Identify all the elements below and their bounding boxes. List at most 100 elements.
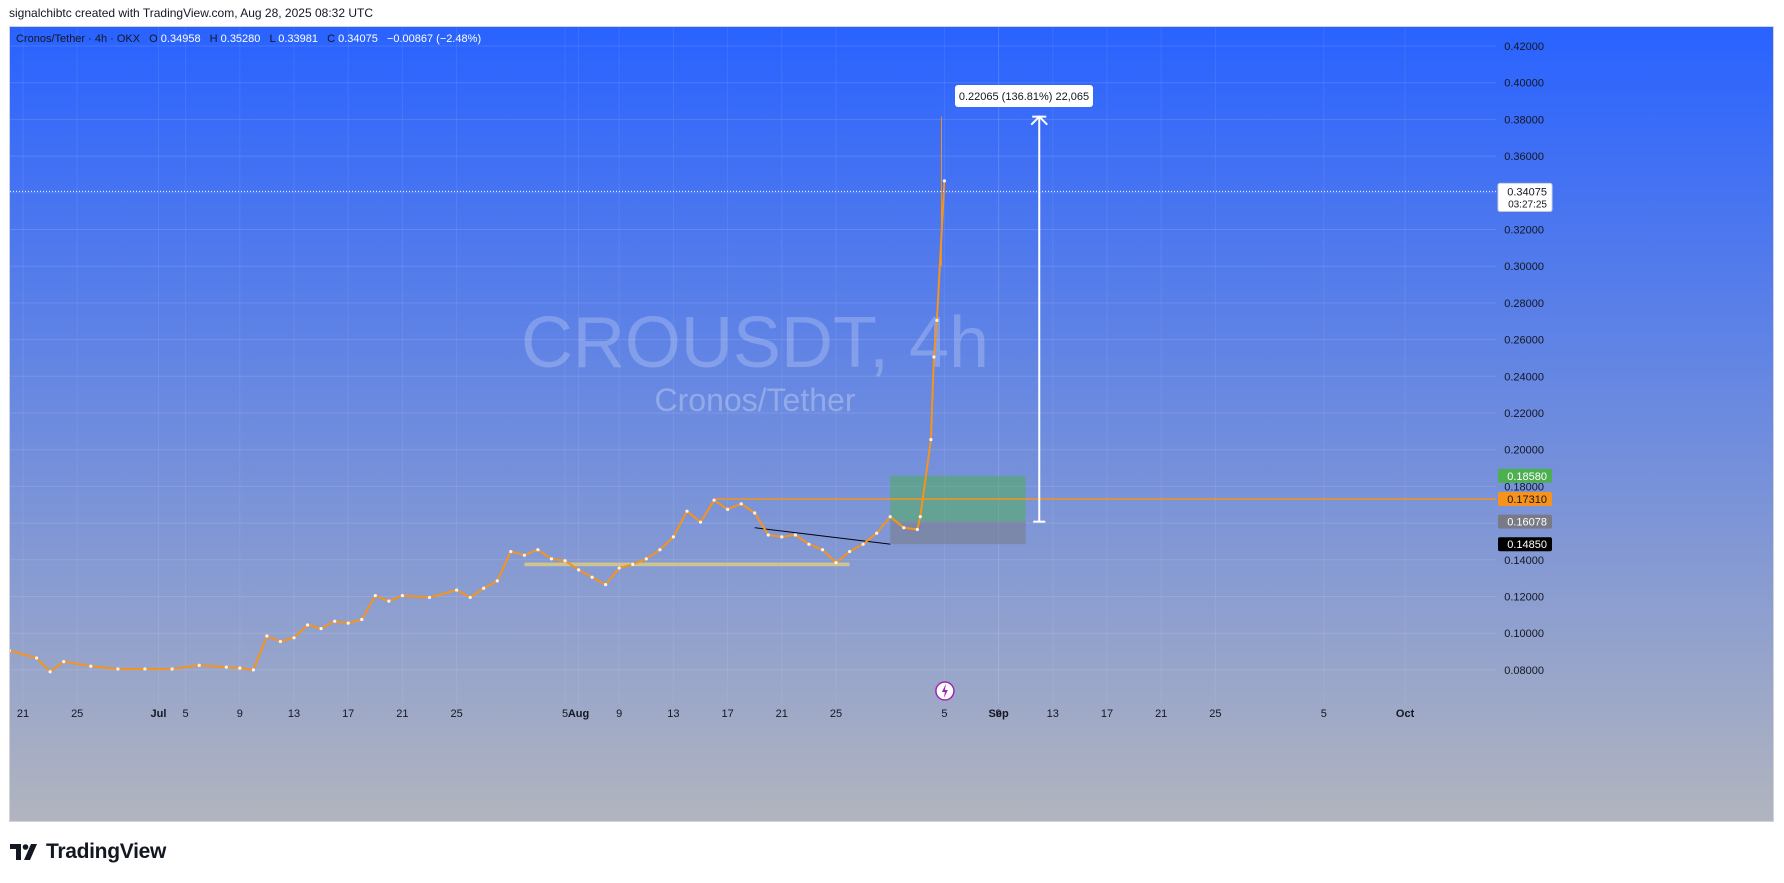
x-tick-label: 17: [1101, 708, 1113, 720]
x-tick-label: 21: [396, 708, 408, 720]
x-tick-label: Oct: [1396, 708, 1415, 720]
legend-low-label: L: [269, 33, 275, 45]
price-point: [400, 593, 404, 598]
price-point: [726, 507, 730, 511]
price-point: [658, 548, 662, 552]
price-point: [35, 656, 39, 660]
y-tick-label: 0.38000: [1504, 114, 1544, 126]
price-point: [712, 498, 716, 502]
x-tick-label: 17: [342, 708, 354, 720]
price-point: [644, 557, 648, 561]
x-tick-label: 13: [1047, 708, 1059, 720]
legend-high-value: 0.35280: [221, 33, 261, 45]
price-point: [834, 560, 838, 565]
legend-open-label: O: [149, 33, 158, 45]
price-point: [333, 619, 337, 623]
price-point: [306, 623, 310, 627]
grid-lines: [10, 27, 1496, 703]
price-point: [888, 515, 892, 519]
measure-label-box[interactable]: [955, 85, 1093, 107]
x-tick-label: Jul: [151, 708, 167, 720]
y-tick-label: 0.32000: [1504, 225, 1544, 237]
legend-change: −0.00867 (−2.48%): [387, 33, 481, 45]
x-tick-label: 21: [1155, 708, 1167, 720]
y-tick-label: 0.22000: [1504, 408, 1544, 420]
symbol-watermark: CROUSDT, 4h Cronos/Tether: [521, 303, 989, 418]
y-tick-label: 0.20000: [1504, 445, 1544, 457]
badge-target-box: [1498, 468, 1552, 483]
x-tick-label: 13: [667, 708, 679, 720]
x-tick-label: 25: [830, 708, 842, 720]
legend-symbol: Cronos/Tether · 4h · OKX: [16, 33, 141, 45]
price-point: [753, 511, 757, 515]
y-tick-label: 0.10000: [1504, 628, 1544, 640]
price-point: [251, 668, 255, 672]
price-point: [942, 179, 947, 183]
badge-level-box: [1498, 492, 1552, 507]
x-tick-label: 25: [450, 708, 462, 720]
price-series: [10, 116, 947, 674]
chart-credit: signalchibtc created with TradingView.co…: [9, 6, 373, 20]
badge-countdown: 03:27:25: [1508, 199, 1547, 210]
price-point: [698, 520, 703, 524]
support-zone[interactable]: [524, 562, 850, 567]
measure-label: 0.22065 (136.81%) 22,065: [959, 91, 1089, 103]
badge-target: 0.18580: [1507, 471, 1547, 483]
price-point: [590, 575, 594, 579]
chart-overlays: 0.22065 (136.81%) 22,065: [10, 85, 1496, 523]
x-tick-label: 5: [562, 708, 568, 720]
y-tick-label: 0.26000: [1504, 335, 1544, 347]
brand-name: TradingView: [46, 840, 167, 863]
price-point: [346, 621, 350, 625]
price-point: [48, 670, 52, 674]
x-tick-label: 9: [996, 708, 1002, 720]
y-tick-label: 0.30000: [1504, 261, 1544, 273]
badge-entry: 0.16078: [1507, 517, 1547, 529]
y-tick-label: 0.28000: [1504, 298, 1544, 310]
price-point: [604, 582, 608, 587]
y-tick-label: 0.40000: [1504, 78, 1544, 90]
legend-high-label: H: [210, 33, 218, 45]
y-tick-label: 0.14000: [1504, 555, 1544, 567]
tradingview-logo-icon: [10, 844, 37, 860]
x-tick-label: 17: [721, 708, 733, 720]
x-tick-label: 21: [17, 708, 29, 720]
price-chart[interactable]: CROUSDT, 4h Cronos/Tether 0.22065 (136.8…: [10, 27, 1774, 822]
ohlc-legend: Cronos/Tether · 4h · OKX O 0.34958 H 0.3…: [16, 33, 481, 45]
price-point: [116, 667, 120, 671]
y-tick-label: 0.24000: [1504, 371, 1544, 383]
x-tick-label: 25: [1209, 708, 1221, 720]
price-point: [468, 595, 472, 600]
x-tick-label: 9: [616, 708, 622, 720]
legend-low-value: 0.33981: [278, 33, 318, 45]
price-point: [563, 559, 567, 563]
position-stop-zone[interactable]: [890, 521, 1026, 545]
price-point: [197, 663, 201, 667]
price-point: [935, 318, 939, 322]
x-tick-label: 5: [1321, 708, 1327, 720]
price-point: [522, 553, 527, 557]
price-line[interactable]: [10, 180, 946, 673]
price-point: [536, 548, 540, 552]
price-point: [292, 636, 296, 640]
x-tick-label: 9: [237, 708, 243, 720]
price-point: [427, 595, 432, 600]
x-tick-label: 25: [71, 708, 83, 720]
price-point: [631, 562, 635, 566]
y-tick-label: 0.42000: [1504, 41, 1544, 53]
price-point: [932, 355, 936, 359]
price-point: [902, 526, 906, 530]
legend-close-value: 0.34075: [338, 33, 378, 45]
badge-level: 0.17310: [1507, 494, 1547, 506]
price-point: [549, 557, 554, 561]
price-point: [482, 586, 486, 590]
price-point: [455, 588, 459, 592]
tradingview-brand[interactable]: TradingView: [10, 840, 166, 864]
price-point: [739, 502, 743, 506]
price-point: [671, 535, 676, 539]
x-tick-label: 21: [776, 708, 788, 720]
price-point: [387, 599, 391, 603]
chart-panel[interactable]: CROUSDT, 4h Cronos/Tether 0.22065 (136.8…: [9, 26, 1774, 822]
price-point: [143, 667, 147, 671]
price-point: [170, 667, 174, 671]
